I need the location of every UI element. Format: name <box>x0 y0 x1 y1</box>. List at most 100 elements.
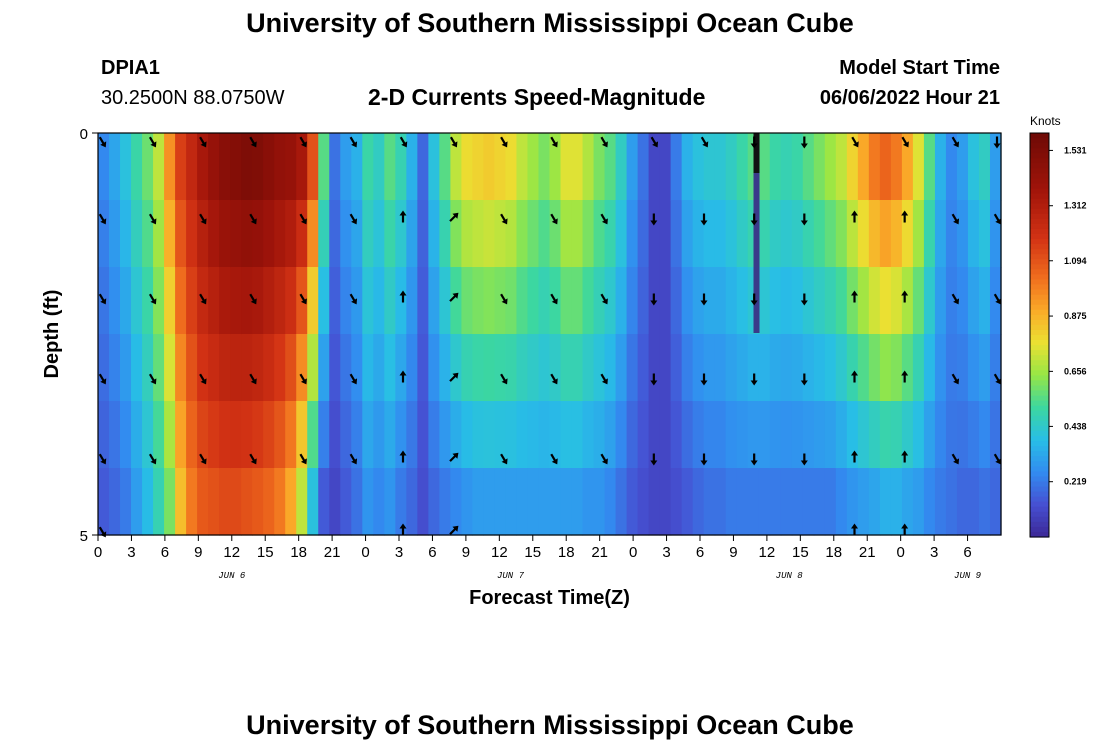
heatmap-cell <box>571 200 584 268</box>
heatmap-cell <box>538 267 551 335</box>
heatmap-cell <box>527 468 540 536</box>
heatmap-cell <box>967 133 980 201</box>
colorbar-segment <box>1030 173 1049 180</box>
heatmap-cell <box>516 468 529 536</box>
colorbar-segment <box>1030 244 1049 250</box>
heatmap-cell <box>505 334 518 402</box>
heatmap-cell <box>725 334 738 402</box>
colorbar-segment <box>1030 299 1049 306</box>
heatmap-cell <box>274 401 286 469</box>
heatmap-cell <box>208 200 220 268</box>
heatmap-cell <box>406 133 418 201</box>
heatmap-cell <box>384 401 396 469</box>
heatmap-cell <box>945 133 958 201</box>
station-coords: 30.2500N 88.0750W <box>101 87 285 109</box>
heatmap-cell <box>923 200 936 268</box>
x-tick-label: 3 <box>930 544 938 561</box>
colorbar-segment <box>1030 466 1049 472</box>
heatmap-cell <box>703 200 716 268</box>
heatmap-cell <box>791 334 804 402</box>
heatmap-cell <box>824 401 837 469</box>
heatmap-cell <box>912 334 925 402</box>
heatmap-cell <box>956 468 969 536</box>
heatmap-cell <box>648 334 661 402</box>
heatmap-cell <box>318 133 330 201</box>
heatmap-cell <box>604 267 617 335</box>
colorbar-segment <box>1030 430 1049 437</box>
colorbar-segment <box>1030 309 1049 316</box>
heatmap-cell <box>626 401 639 469</box>
current-arrow-head <box>800 300 808 306</box>
current-arrow-head <box>551 298 558 305</box>
heatmap-cell <box>582 401 595 469</box>
heatmap-cell <box>230 334 242 402</box>
x-tick-label: 21 <box>591 544 608 561</box>
current-arrow-head <box>800 380 808 386</box>
heatmap-cell <box>802 267 815 335</box>
heatmap-cell <box>329 200 341 268</box>
heatmap-cell <box>989 468 1002 536</box>
heatmap-cell <box>659 133 672 201</box>
heatmap-cell <box>340 200 352 268</box>
colorbar-segment <box>1030 415 1049 422</box>
heatmap-cell <box>340 468 352 536</box>
current-arrow-head <box>200 218 207 225</box>
product-title: 2-D Currents Speed-Magnitude <box>368 84 706 110</box>
current-arrow-head <box>902 141 909 148</box>
heatmap-cell <box>681 468 694 536</box>
heatmap-cell <box>901 200 914 268</box>
heatmap-cell <box>571 334 584 402</box>
heatmap-cell <box>648 468 661 536</box>
heatmap-cell <box>351 267 363 335</box>
heatmap-cell <box>483 401 496 469</box>
heatmap-cell <box>186 133 198 201</box>
heatmap-cell <box>428 401 440 469</box>
current-arrow-head <box>851 290 858 296</box>
heatmap-cell <box>142 267 154 335</box>
heatmap-cell <box>604 200 617 268</box>
heatmap-cell <box>703 267 716 335</box>
heatmap-cell <box>637 401 650 469</box>
heatmap-cell <box>98 200 110 268</box>
heatmap-cell <box>120 401 132 469</box>
colorbar-segment <box>1030 506 1049 513</box>
heatmap-cell <box>593 401 606 469</box>
heatmap-cell <box>780 200 793 268</box>
heatmap-cell <box>648 401 661 469</box>
heatmap-cell <box>659 401 672 469</box>
current-arrow-head <box>250 298 257 305</box>
heatmap-cell <box>450 267 462 335</box>
heatmap-cell <box>923 401 936 469</box>
colorbar-segment <box>1030 198 1049 205</box>
heatmap-cell <box>582 468 595 536</box>
colorbar-segment <box>1030 405 1049 412</box>
heatmap-cell <box>637 200 650 268</box>
colorbar-segment <box>1030 461 1049 467</box>
heatmap-cell <box>780 401 793 469</box>
heatmap-cell <box>967 468 980 536</box>
heatmap-cell <box>362 133 374 201</box>
heatmap-cell <box>494 133 507 201</box>
heatmap-cell <box>131 334 143 402</box>
heatmap-cell <box>835 267 848 335</box>
date-label: JUN 9 <box>954 571 982 581</box>
current-arrow-head <box>901 210 909 216</box>
heatmap-cell <box>615 401 628 469</box>
heatmap-cell <box>461 401 474 469</box>
heatmap-cell <box>252 133 264 201</box>
heatmap-cell <box>318 334 330 402</box>
heatmap-cell <box>802 334 815 402</box>
heatmap-cell <box>307 468 319 536</box>
heatmap-cell <box>373 267 385 335</box>
colorbar-tick-label: 0.875 <box>1064 311 1087 321</box>
heatmap-cell <box>692 200 705 268</box>
current-arrow-head <box>700 220 708 226</box>
heatmap-cell <box>934 267 947 335</box>
heatmap-cell <box>780 334 793 402</box>
heatmap-cell <box>307 200 319 268</box>
heatmap-cell <box>505 267 518 335</box>
heatmap-cell <box>725 200 738 268</box>
heatmap-cell <box>472 267 485 335</box>
heatmap-cell <box>945 200 958 268</box>
colorbar-segment <box>1030 188 1049 195</box>
